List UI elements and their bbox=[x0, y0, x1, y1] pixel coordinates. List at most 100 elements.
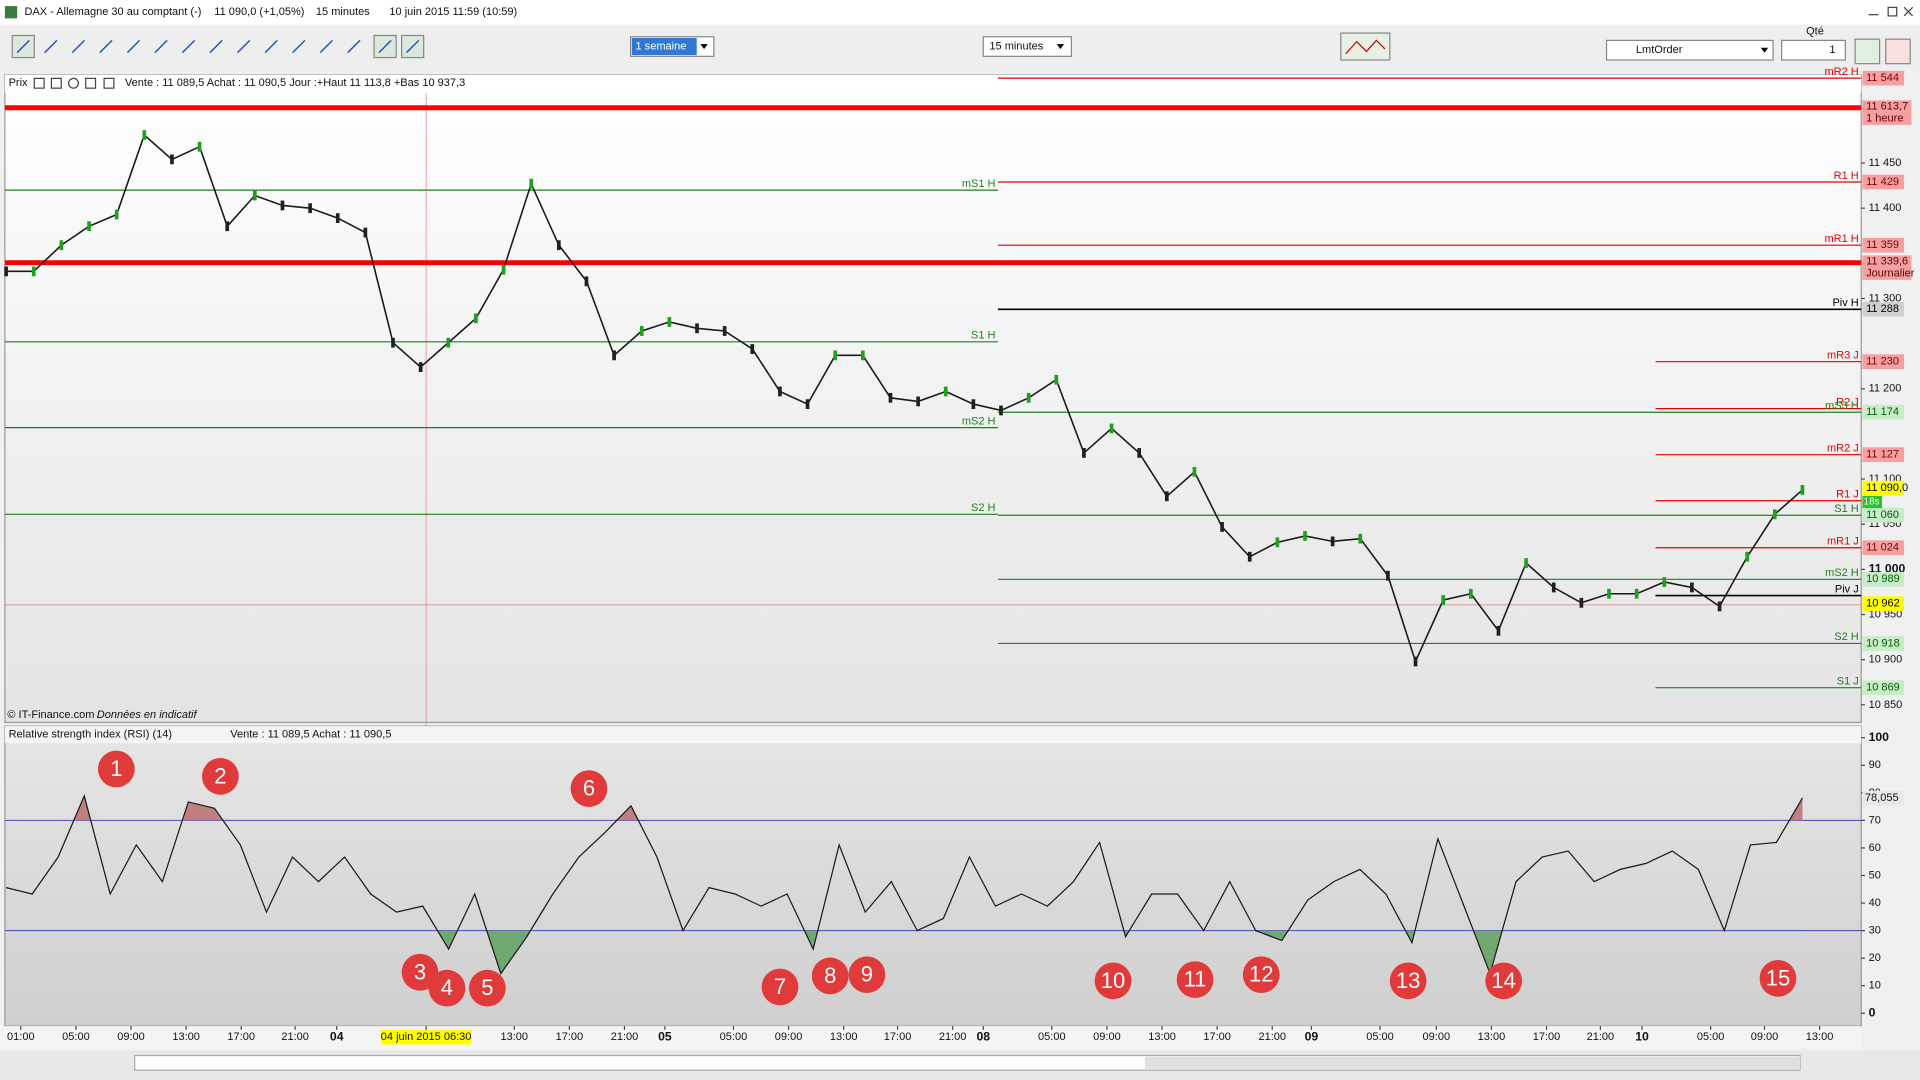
scroll-thumb[interactable] bbox=[1144, 1056, 1800, 1069]
y-tick-label: 40 bbox=[1869, 897, 1881, 909]
interval-select[interactable] bbox=[982, 36, 1073, 57]
icon[interactable] bbox=[50, 77, 62, 89]
time-label: 21:00 bbox=[611, 1031, 639, 1043]
y-tick-label: 0 bbox=[1869, 1005, 1876, 1019]
sell-button[interactable] bbox=[1885, 38, 1911, 65]
pivot-label: mS2 H bbox=[962, 415, 996, 427]
candle bbox=[1690, 582, 1694, 593]
pivot-label: mR3 J bbox=[1827, 349, 1859, 361]
annotation-marker bbox=[1176, 961, 1214, 998]
candle bbox=[916, 396, 920, 407]
pivot-label: mR1 J bbox=[1827, 535, 1859, 547]
candle bbox=[391, 337, 395, 348]
time-label: 05:00 bbox=[720, 1031, 748, 1043]
order-select[interactable] bbox=[1605, 39, 1774, 61]
candle bbox=[1330, 536, 1335, 547]
candle bbox=[1579, 597, 1584, 608]
price-tag bbox=[1862, 100, 1912, 125]
time-label: 17:00 bbox=[556, 1031, 584, 1043]
price-tag bbox=[1862, 507, 1905, 523]
tool-icons bbox=[11, 34, 425, 59]
time-label: 17:00 bbox=[1533, 1031, 1561, 1043]
y-tick-label: 90 bbox=[1869, 759, 1881, 771]
price-tag bbox=[1862, 540, 1905, 556]
qty-input[interactable] bbox=[1781, 39, 1846, 61]
annotation-label: 5 bbox=[481, 975, 493, 1000]
candle bbox=[1607, 588, 1611, 599]
price-tag bbox=[1862, 404, 1905, 420]
pivot-label: mR2 H bbox=[1824, 66, 1858, 78]
annotation-marker bbox=[97, 750, 135, 788]
window-controls[interactable] bbox=[1868, 6, 1914, 17]
price-tag-label: 11 127 bbox=[1866, 449, 1899, 461]
time-label: 09:00 bbox=[1093, 1031, 1121, 1043]
rsi-zone bbox=[6, 795, 1803, 821]
dropdown-arrow bbox=[1056, 44, 1065, 49]
candle bbox=[4, 266, 8, 277]
candle bbox=[667, 317, 672, 327]
close[interactable] bbox=[1903, 6, 1914, 17]
annotation-label: 3 bbox=[414, 959, 426, 984]
icon[interactable] bbox=[85, 77, 97, 89]
candle bbox=[1468, 588, 1473, 599]
pivot-label: R2 J bbox=[1836, 396, 1859, 408]
tool-glyph bbox=[154, 39, 168, 54]
y-tick-label: 10 850 bbox=[1869, 699, 1903, 711]
candle bbox=[1745, 551, 1750, 562]
tool-glyph bbox=[264, 39, 278, 54]
time-label: 09:00 bbox=[1751, 1031, 1779, 1043]
icon[interactable] bbox=[103, 77, 115, 89]
candle bbox=[1634, 588, 1639, 599]
y-tick-label: 20 bbox=[1869, 952, 1881, 964]
candle bbox=[446, 337, 451, 348]
annotation-marker bbox=[761, 968, 799, 1006]
candle bbox=[142, 130, 147, 140]
buy-button[interactable] bbox=[1854, 38, 1881, 65]
time-label: 13:00 bbox=[172, 1031, 200, 1043]
candle bbox=[860, 350, 865, 361]
rsi-line bbox=[5, 794, 1803, 976]
pivot-label: S1 J bbox=[1837, 675, 1859, 687]
price-tag bbox=[1862, 480, 1905, 496]
price-tag-label: 11 544 bbox=[1866, 72, 1899, 84]
price-line bbox=[6, 133, 1803, 664]
pivot-label: mR2 J bbox=[1827, 442, 1859, 454]
annotation-marker bbox=[468, 969, 506, 1007]
maximize[interactable] bbox=[1887, 6, 1898, 17]
candle bbox=[1303, 531, 1307, 541]
candle bbox=[778, 386, 782, 397]
pivot-label: mR1 H bbox=[1824, 233, 1858, 245]
candle bbox=[1358, 533, 1363, 544]
interval: 15 minutes bbox=[316, 6, 370, 18]
icon[interactable] bbox=[33, 77, 45, 89]
tool-glyph bbox=[347, 39, 361, 54]
price-tag bbox=[1862, 596, 1905, 612]
tool-glyph bbox=[44, 39, 58, 54]
price-panel bbox=[4, 74, 1862, 724]
candle bbox=[363, 227, 368, 238]
annotation-label: 10 bbox=[1101, 968, 1126, 993]
title-bar bbox=[0, 0, 1920, 25]
price-tag-label: 10 989 bbox=[1866, 573, 1900, 585]
annotation-label: 6 bbox=[583, 776, 595, 801]
time-label: 13:00 bbox=[1148, 1031, 1176, 1043]
candle bbox=[114, 209, 119, 220]
y-tick-label: 11 400 bbox=[1869, 202, 1902, 214]
y-tick-label: 70 bbox=[1869, 814, 1881, 826]
y-tick-label: 10 950 bbox=[1869, 608, 1903, 620]
time-label: 05:00 bbox=[62, 1031, 90, 1043]
price-tag-label: 11 359 bbox=[1866, 239, 1899, 251]
dropdown-arrow bbox=[1760, 47, 1769, 53]
icon[interactable] bbox=[67, 77, 79, 89]
price-tag bbox=[1862, 237, 1905, 253]
candle bbox=[1662, 577, 1667, 587]
time-label: 05:00 bbox=[1038, 1031, 1066, 1043]
price-tag-label: 11 090,0 bbox=[1866, 482, 1908, 494]
time-label: 21:00 bbox=[281, 1031, 309, 1043]
toolbar-interval: 15 minutes bbox=[989, 40, 1043, 52]
candle bbox=[999, 405, 1003, 416]
tool-glyph bbox=[99, 39, 113, 54]
candle bbox=[805, 399, 810, 410]
y-tick-label: 50 bbox=[1869, 869, 1881, 881]
y-tick-label: 11 300 bbox=[1869, 292, 1902, 304]
